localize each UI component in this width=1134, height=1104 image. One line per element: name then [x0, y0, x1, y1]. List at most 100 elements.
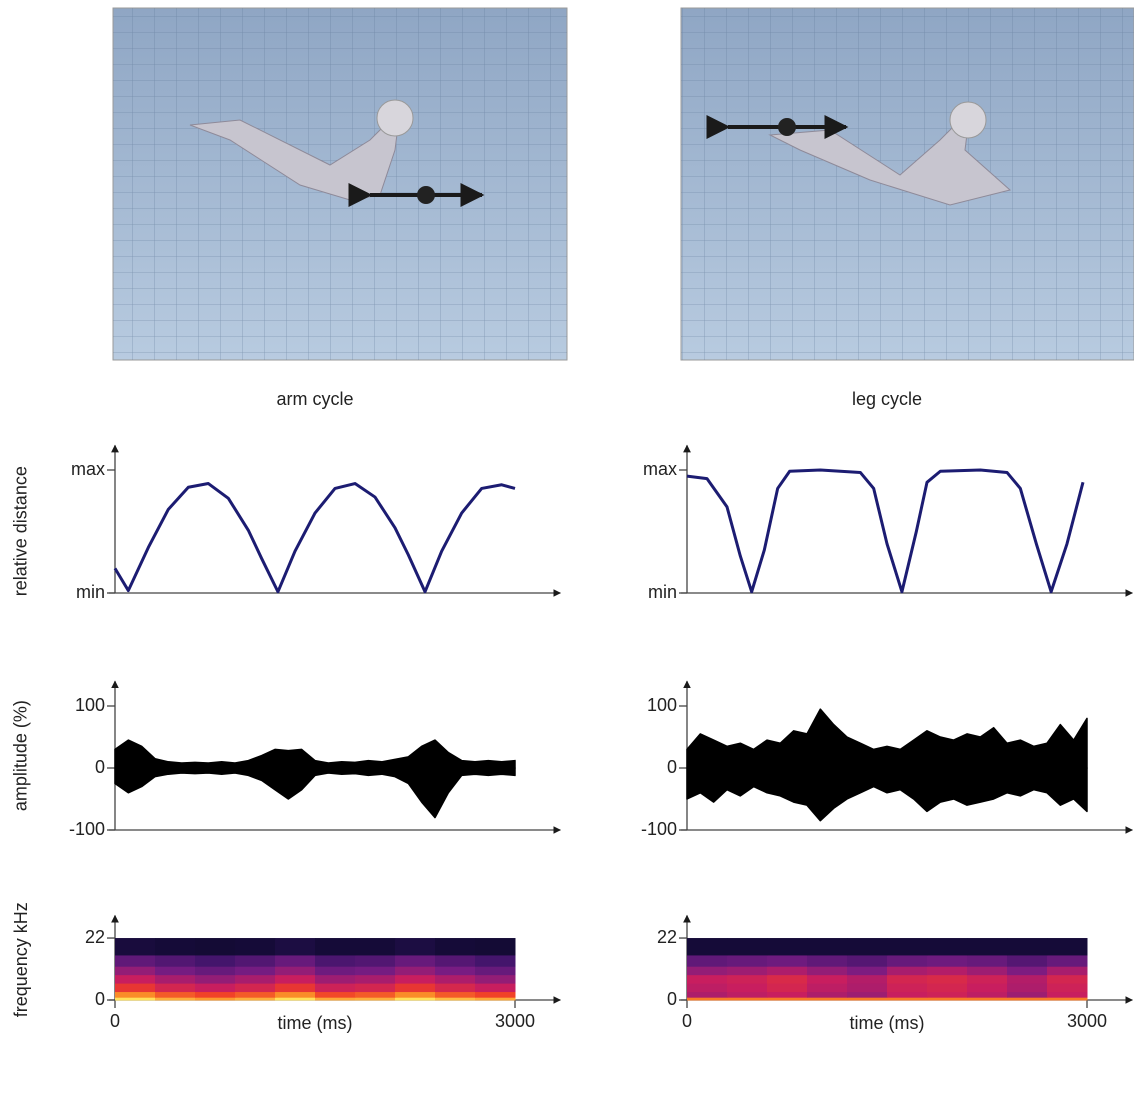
spectrogram-cell: [727, 954, 768, 967]
distance-line: [113, 482, 516, 594]
spectrogram-cell: [115, 991, 156, 998]
y-axis-label: amplitude (%): [11, 700, 31, 811]
spectrogram-cell: [847, 997, 888, 1001]
waveform-upper: [686, 708, 1088, 769]
y-tick-label: max: [71, 459, 105, 479]
spectrogram-cell: [1047, 966, 1088, 976]
spectrogram-cell: [475, 983, 516, 993]
spectrogram-cell: [767, 954, 808, 967]
x-tick-label: 3000: [495, 1011, 535, 1031]
spectrogram-cell: [687, 966, 728, 976]
spectrogram-cell: [475, 966, 516, 976]
spectrogram-cell: [155, 954, 196, 967]
y-tick-label: min: [648, 582, 677, 602]
spectrogram-cell: [1047, 983, 1088, 993]
spectrogram-cell: [235, 983, 276, 993]
spectrogram-cell: [195, 997, 236, 1001]
x-axis-label: time (ms): [278, 1013, 353, 1033]
spectrogram-cell: [475, 974, 516, 984]
spectrogram-cell: [195, 938, 236, 956]
spectrogram-cell: [235, 997, 276, 1001]
spectrogram-cell: [115, 974, 156, 984]
spectrogram-cell: [315, 997, 356, 1001]
distance-line: [686, 468, 1085, 594]
spectrogram-cell: [275, 974, 316, 984]
spectrogram-cell: [475, 954, 516, 967]
spectrogram-cell: [315, 966, 356, 976]
spectrogram-cell: [1007, 938, 1048, 956]
waveform-upper: [114, 739, 516, 769]
spectrogram-cell: [967, 997, 1008, 1001]
spectrogram-cell: [275, 983, 316, 993]
waveform-lower: [686, 767, 1088, 822]
spectrogram-cell: [275, 954, 316, 967]
spectrogram-cell: [727, 983, 768, 993]
spectrogram-cell: [475, 997, 516, 1001]
spectrogram-cell: [395, 938, 436, 956]
column-title: leg cycle: [852, 389, 922, 409]
y-tick-label: 0: [95, 989, 105, 1009]
spectrogram-cell: [275, 997, 316, 1001]
spectrogram-cell: [195, 966, 236, 976]
spectrogram-cell: [435, 974, 476, 984]
spectrogram-cell: [727, 974, 768, 984]
spectrogram-cell: [807, 974, 848, 984]
spectrogram-cell: [807, 954, 848, 967]
spectrogram-cell: [967, 974, 1008, 984]
spectrogram-cell: [847, 991, 888, 998]
spectrogram-cell: [115, 954, 156, 967]
x-tick-label: 3000: [1067, 1011, 1107, 1031]
spectrogram-cell: [687, 974, 728, 984]
spectrogram-cell: [355, 983, 396, 993]
spectrogram-cell: [807, 997, 848, 1001]
spectrogram-cell: [395, 974, 436, 984]
spectrogram-cell: [687, 938, 728, 956]
spectrogram-cell: [315, 991, 356, 998]
spectrogram-cell: [435, 966, 476, 976]
y-tick-label: 100: [75, 695, 105, 715]
spectrogram-cell: [355, 966, 396, 976]
spectrogram-cell: [315, 938, 356, 956]
spectrogram-cell: [475, 938, 516, 956]
spectrogram-cell: [1047, 938, 1088, 956]
y-axis-label: frequency kHz: [11, 902, 31, 1017]
spectrogram-cell: [355, 974, 396, 984]
spectrogram-cell: [235, 991, 276, 998]
spectrogram-cell: [727, 938, 768, 956]
spectrogram-cell: [155, 991, 196, 998]
spectrogram-cell: [767, 991, 808, 998]
spectrogram-cell: [315, 974, 356, 984]
spectrogram-cell: [235, 954, 276, 967]
spectrogram-cell: [275, 966, 316, 976]
spectrogram-cell: [115, 997, 156, 1001]
spectrogram-cell: [727, 966, 768, 976]
spectrogram-cell: [927, 983, 968, 993]
spectrogram-cell: [687, 954, 728, 967]
y-tick-label: 100: [647, 695, 677, 715]
spectrogram-cell: [435, 954, 476, 967]
y-tick-label: 22: [657, 927, 677, 947]
spectrogram-cell: [115, 983, 156, 993]
spectrogram-cell: [315, 983, 356, 993]
spectrogram-cell: [195, 954, 236, 967]
spectrogram-cell: [767, 966, 808, 976]
y-tick-label: 0: [667, 757, 677, 777]
spectrogram-cell: [1007, 974, 1048, 984]
spectrogram-cell: [767, 997, 808, 1001]
spectrogram-cell: [395, 954, 436, 967]
spectrogram-cell: [395, 966, 436, 976]
waveform-lower: [114, 767, 516, 819]
spectrogram-cell: [687, 997, 728, 1001]
spectrogram-cell: [1047, 974, 1088, 984]
spectrogram-cell: [155, 997, 196, 1001]
spectrogram-cell: [1007, 954, 1048, 967]
spectrogram-cell: [235, 974, 276, 984]
y-tick-label: 22: [85, 927, 105, 947]
spectrogram-cell: [235, 938, 276, 956]
x-tick-label: 0: [110, 1011, 120, 1031]
spectrogram-cell: [927, 974, 968, 984]
spectrogram-cell: [927, 938, 968, 956]
spectrogram-cell: [887, 991, 928, 998]
